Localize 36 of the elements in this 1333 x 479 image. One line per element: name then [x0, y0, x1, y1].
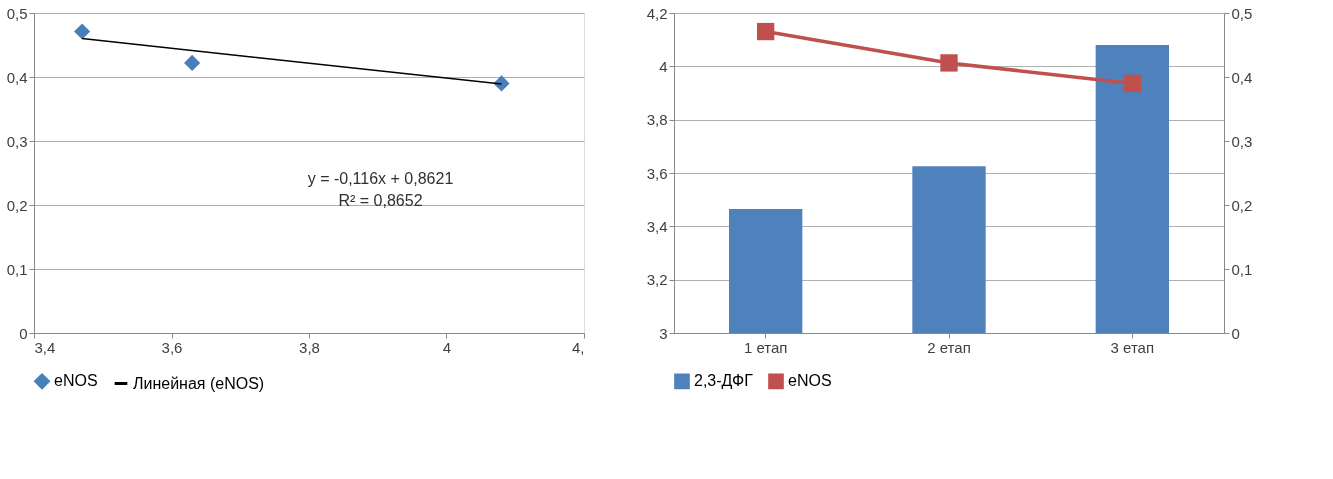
x-tick-label: 1 етап: [743, 338, 788, 356]
point: [1123, 74, 1141, 93]
x-tick-label: 4,: [571, 338, 585, 356]
legend-label: 2,3-ДФГ: [694, 372, 754, 390]
legend-label: Линейная (eNOS): [133, 374, 265, 392]
y2-tick-label: 0,4: [1231, 68, 1253, 86]
y-tick-label: 3,4: [646, 217, 668, 235]
y2-tick-label: 0,1: [1231, 260, 1253, 278]
x-tick-label: 3,6: [161, 338, 183, 356]
y2-tick-label: 0,2: [1231, 196, 1253, 214]
y-tick-label: 0: [19, 324, 28, 342]
y-tick-label: 3,6: [646, 164, 668, 182]
annotation: R² = 0,8652: [338, 192, 423, 210]
x-tick-label: 4: [442, 338, 452, 356]
x-tick-label: 2 етап: [927, 338, 971, 356]
y2-tick-label: 0,3: [1231, 132, 1253, 150]
legend-label: eNOS: [788, 372, 832, 390]
legend-label: eNOS: [54, 372, 98, 390]
point: [940, 54, 958, 72]
y2-tick-label: 0: [1231, 324, 1240, 342]
y-tick-label: 0,4: [6, 68, 28, 86]
y-tick-label: 3,8: [646, 111, 668, 129]
y-tick-label: 3,2: [646, 271, 668, 289]
x-tick-label: 3 етап: [1110, 338, 1155, 356]
y2-tick-label: 0,5: [1231, 4, 1253, 22]
y-tick-label: 0,3: [6, 132, 28, 150]
y-tick-label: 4: [659, 57, 668, 75]
y-tick-label: 3: [659, 324, 668, 342]
y-tick-label: 4,2: [646, 4, 668, 22]
x-tick-label: 3,8: [299, 338, 320, 356]
y-tick-label: 0,2: [6, 196, 28, 214]
point: [757, 22, 775, 41]
annotation: y = -0,116x + 0,8621: [307, 170, 454, 188]
y-tick-label: 0,1: [6, 260, 28, 278]
y-tick-label: 0,5: [6, 4, 28, 22]
x-tick-label: 3,4: [34, 338, 56, 356]
